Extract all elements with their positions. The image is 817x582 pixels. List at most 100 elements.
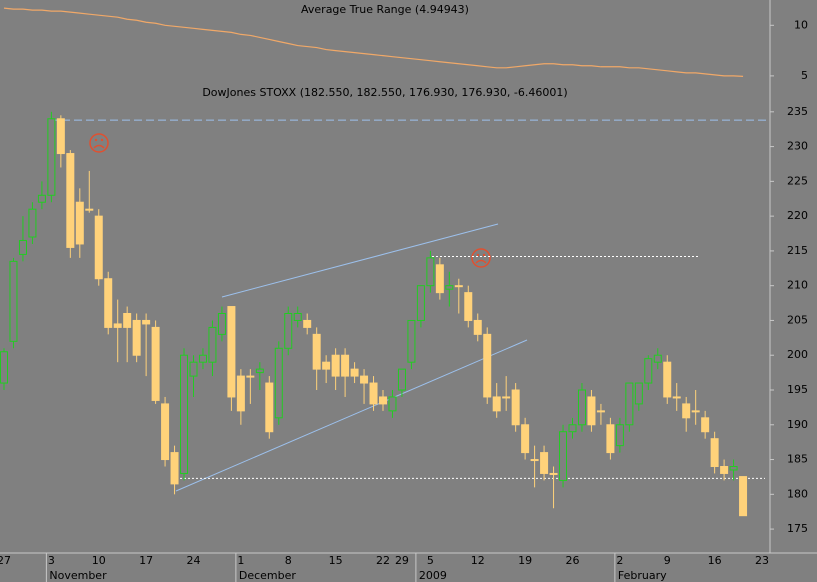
month-label: February xyxy=(618,569,667,582)
y-tick-label: 175 xyxy=(787,522,808,535)
x-tick-label: 9 xyxy=(664,554,671,567)
y-tick-label: 210 xyxy=(787,279,808,292)
y-tick-label: 230 xyxy=(787,140,808,153)
candle-body xyxy=(265,382,274,433)
candle-body xyxy=(549,472,558,475)
candle-body xyxy=(341,354,350,377)
candle-body xyxy=(293,313,302,321)
candle-body xyxy=(379,396,387,405)
candle-body xyxy=(653,354,662,363)
candle-body xyxy=(559,431,568,481)
candle-body xyxy=(113,323,122,328)
candle-body xyxy=(682,403,691,419)
candle-body xyxy=(426,257,435,287)
candle-body xyxy=(739,476,748,517)
candle-body xyxy=(454,285,463,288)
x-tick-label: 26 xyxy=(566,554,580,567)
candle-body xyxy=(634,382,643,405)
candle-body xyxy=(189,361,198,377)
candle-body xyxy=(710,438,719,468)
candle-body xyxy=(587,396,596,426)
candle-body xyxy=(28,208,37,238)
candle-body xyxy=(397,368,406,391)
candle-body xyxy=(208,326,217,363)
candle-body xyxy=(227,306,236,398)
candle-body xyxy=(9,260,18,342)
candle-body xyxy=(540,452,549,474)
candle-body xyxy=(18,239,27,255)
candle-body xyxy=(596,410,605,413)
candle-body xyxy=(435,264,444,294)
candle-body xyxy=(360,375,369,384)
candle-body xyxy=(350,368,359,377)
candle-body xyxy=(198,354,207,363)
candle-body xyxy=(56,118,65,155)
candle-body xyxy=(37,194,46,203)
candle-body xyxy=(142,319,151,325)
x-tick-label: 1 xyxy=(237,554,244,567)
x-tick-label: 8 xyxy=(285,554,292,567)
candle-body xyxy=(161,403,170,461)
x-tick-label: 16 xyxy=(708,554,722,567)
candle-body xyxy=(388,396,397,412)
month-label: November xyxy=(49,569,107,582)
candle-body xyxy=(180,354,189,474)
candle-body xyxy=(606,424,615,454)
candle-body xyxy=(75,201,84,245)
candle-body xyxy=(274,347,283,419)
trend-line xyxy=(221,223,499,298)
y-tick-label: 190 xyxy=(787,418,808,431)
x-tick-label: 29 xyxy=(395,554,409,567)
trend-lines xyxy=(175,223,528,492)
candle-body xyxy=(644,358,653,384)
y-tick-label: 215 xyxy=(787,244,808,257)
candle-body xyxy=(577,389,586,426)
x-tick-label: 17 xyxy=(139,554,153,567)
atr-title: Average True Range (4.94943) xyxy=(301,3,469,16)
x-tick-label: 2 xyxy=(616,554,623,567)
y-tick-label: 10 xyxy=(794,18,808,31)
candle-body xyxy=(416,285,425,321)
x-tick-label: 5 xyxy=(427,554,434,567)
candle-body xyxy=(729,466,738,471)
x-tick-label: 27 xyxy=(0,554,11,567)
candle-body xyxy=(464,292,473,321)
candle-body xyxy=(47,118,56,196)
candle-body xyxy=(312,333,321,370)
candle-body xyxy=(0,351,8,384)
x-tick-label: 22 xyxy=(376,554,390,567)
sad-face xyxy=(89,133,109,153)
candle-body xyxy=(530,459,539,462)
x-tick-label: 15 xyxy=(329,554,343,567)
candle-body xyxy=(132,319,141,356)
candle-body xyxy=(672,396,681,399)
candle-body xyxy=(492,396,501,412)
y-tick-label: 205 xyxy=(787,313,808,326)
candle-body xyxy=(123,313,132,328)
y-tick-label: 185 xyxy=(787,453,808,466)
y-tick-label: 235 xyxy=(787,105,808,118)
candle-body xyxy=(322,361,331,370)
y-tick-label: 225 xyxy=(787,174,808,187)
candle-body xyxy=(255,368,264,374)
candle-body xyxy=(483,333,492,398)
price-title: DowJones STOXX (182.550, 182.550, 176.93… xyxy=(202,86,567,99)
candle-body xyxy=(246,375,255,378)
candle-body xyxy=(104,278,113,328)
candle-body xyxy=(701,417,710,433)
candle-body xyxy=(691,410,700,413)
candle-body xyxy=(473,319,482,335)
atr-line xyxy=(3,7,744,77)
candle-body xyxy=(407,319,416,363)
y-tick-label: 195 xyxy=(787,383,808,396)
candle-body xyxy=(625,382,634,426)
candle-body xyxy=(369,382,378,405)
y-tick-label: 5 xyxy=(801,69,808,82)
x-tick-label: 12 xyxy=(471,554,485,567)
candle-body xyxy=(568,424,577,433)
candle-body xyxy=(445,285,454,290)
candle-body xyxy=(236,375,245,412)
x-tick-label: 24 xyxy=(187,554,201,567)
x-tick-label: 3 xyxy=(48,554,55,567)
